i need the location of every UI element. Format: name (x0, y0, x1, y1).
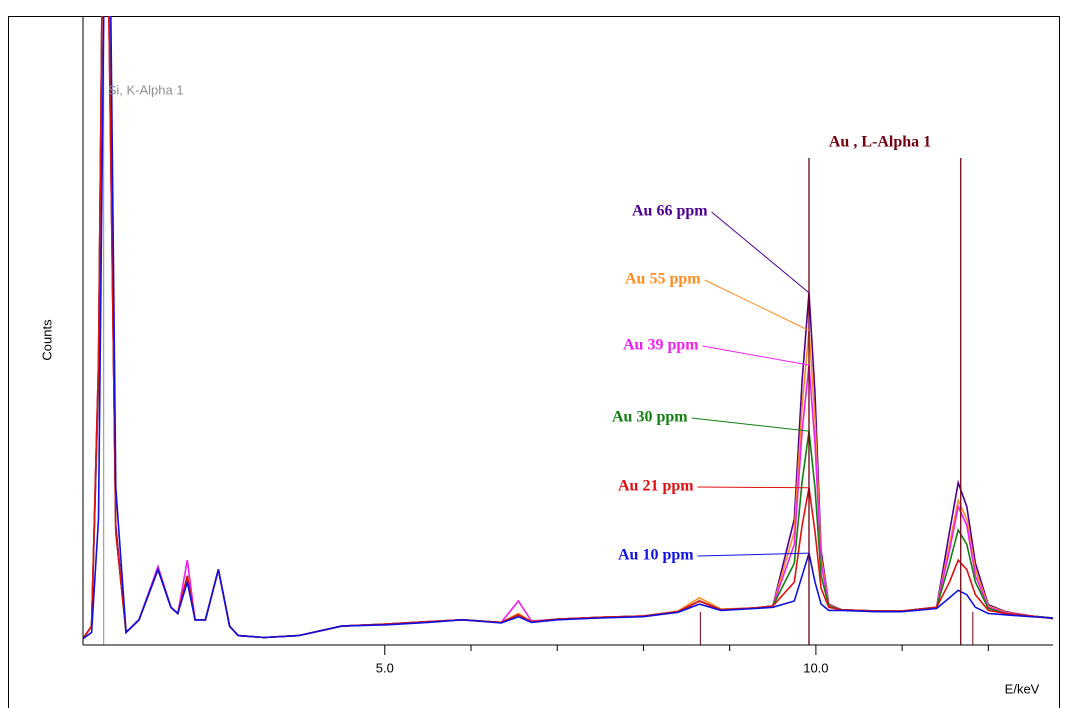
series-label: Au 66 ppm (632, 203, 708, 220)
series-label: Au 10 ppm (618, 547, 694, 564)
leader-line (711, 211, 810, 294)
leader-line (691, 417, 810, 432)
x-axis-label: E/keV (1005, 681, 1040, 696)
frame (8, 16, 1060, 708)
series-label: Au 30 ppm (612, 409, 688, 426)
au-line-label: Au , L-Alpha 1 (829, 134, 931, 151)
spectrum-line (83, 16, 1053, 640)
leader-line (697, 552, 810, 557)
x-tick-label: 5.0 (376, 660, 394, 675)
leader-line (704, 279, 810, 331)
leader-line (702, 345, 810, 366)
spectrum-line (83, 16, 1053, 640)
spectrum-line (83, 16, 1053, 640)
leader-line (697, 486, 809, 489)
series-label: Au 55 ppm (625, 271, 701, 288)
spectrum-line (83, 16, 1053, 640)
series-label: Au 21 ppm (618, 478, 694, 495)
spectrum-line (83, 16, 1053, 640)
x-tick-label: 10.0 (803, 660, 828, 675)
series-label: Au 39 ppm (623, 337, 699, 354)
spectrum-line (83, 16, 1053, 640)
element-label: Si, K-Alpha 1 (108, 82, 184, 97)
plot-area (83, 16, 1053, 645)
y-axis-label: Counts (39, 319, 54, 361)
